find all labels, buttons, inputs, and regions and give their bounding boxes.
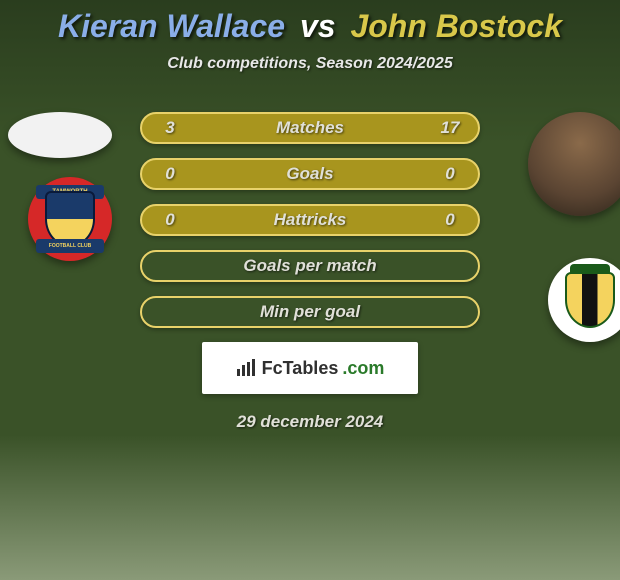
stat-label: Matches (184, 118, 436, 138)
brand-logo: FcTables.com (236, 358, 385, 379)
stat-value-left: 0 (156, 210, 184, 230)
stat-label: Min per goal (156, 302, 464, 322)
title: Kieran Wallace vs John Bostock (0, 0, 620, 45)
player2-avatar (528, 112, 620, 216)
stat-row: 0Goals0 (140, 158, 480, 190)
stat-label: Goals per match (156, 256, 464, 276)
stat-value-right: 0 (436, 164, 464, 184)
comparison-card: Kieran Wallace vs John Bostock Club comp… (0, 0, 620, 580)
club1-crest: TAMWORTH FOOTBALL CLUB (28, 177, 112, 261)
club2-crest-shield (565, 272, 615, 328)
stat-value-left: 3 (156, 118, 184, 138)
stat-label: Hattricks (184, 210, 436, 230)
brand-tld: .com (342, 358, 384, 379)
subtitle: Club competitions, Season 2024/2025 (0, 55, 620, 73)
brand-box: FcTables.com (202, 342, 418, 394)
stat-row: 0Hattricks0 (140, 204, 480, 236)
content-area: TAMWORTH FOOTBALL CLUB 3Matches170Goals0… (0, 112, 620, 432)
club1-crest-bottom-text: FOOTBALL CLUB (36, 239, 104, 253)
vs-text: vs (300, 8, 336, 44)
player1-name: Kieran Wallace (58, 8, 285, 44)
stat-rows: 3Matches170Goals00Hattricks0Goals per ma… (140, 112, 480, 328)
player1-avatar (8, 112, 112, 158)
stat-row: Min per goal (140, 296, 480, 328)
date-text: 29 december 2024 (0, 412, 620, 432)
stat-value-right: 0 (436, 210, 464, 230)
stat-row: Goals per match (140, 250, 480, 282)
stat-row: 3Matches17 (140, 112, 480, 144)
brand-chart-icon (236, 359, 258, 377)
brand-name: FcTables (262, 358, 339, 379)
stat-value-right: 17 (436, 118, 464, 138)
stat-label: Goals (184, 164, 436, 184)
stat-value-left: 0 (156, 164, 184, 184)
player2-name: John Bostock (350, 8, 562, 44)
club2-crest (548, 258, 620, 342)
